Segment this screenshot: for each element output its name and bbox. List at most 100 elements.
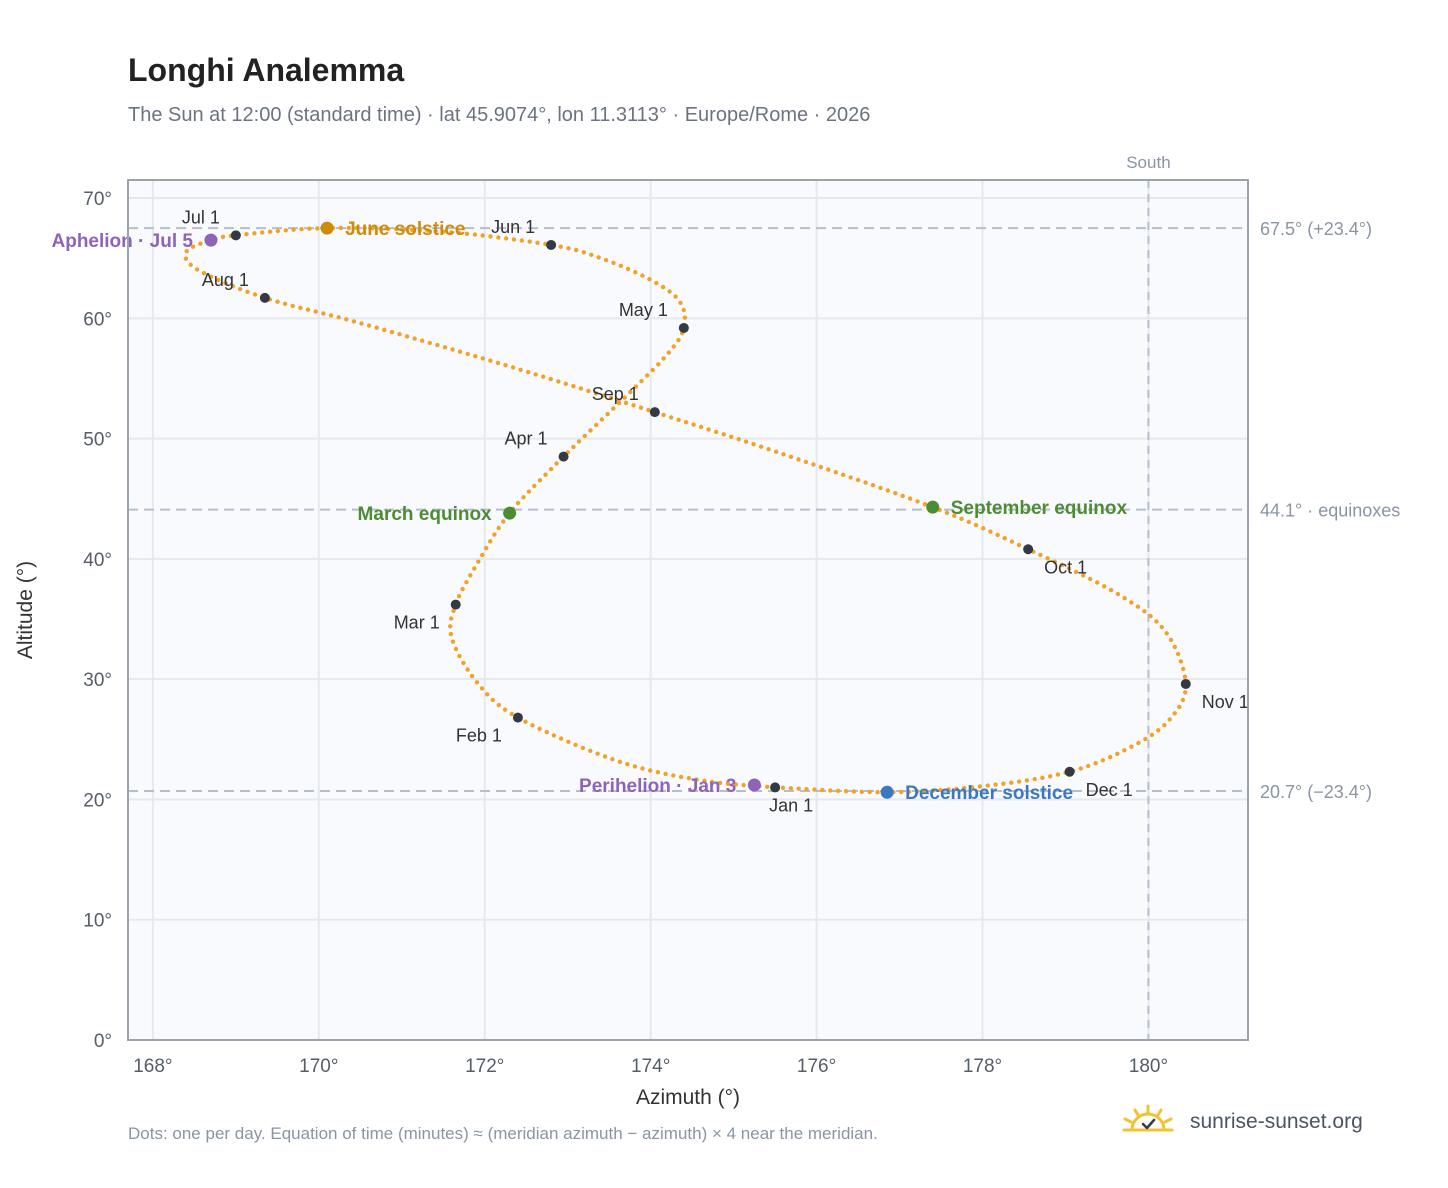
y-axis-label: Altitude (°)	[14, 561, 37, 659]
month-marker	[558, 451, 569, 462]
daily-sun-dot	[710, 779, 715, 785]
daily-sun-dot	[184, 249, 189, 254]
daily-sun-dot	[1154, 619, 1159, 624]
daily-sun-dot	[867, 789, 872, 795]
daily-sun-dot	[875, 790, 880, 795]
daily-sun-dot	[698, 424, 704, 430]
daily-sun-dot	[558, 244, 563, 249]
daily-sun-dot	[457, 653, 462, 659]
daily-sun-dot	[290, 303, 295, 309]
daily-sun-dot	[1052, 559, 1057, 564]
daily-sun-dot	[820, 787, 825, 793]
daily-sun-dot	[571, 444, 576, 450]
daily-sun-dot	[1135, 604, 1141, 609]
daily-sun-dot	[691, 422, 696, 427]
daily-sun-dot	[1167, 717, 1172, 722]
daily-sun-dot	[602, 754, 608, 759]
daily-sun-dot	[1108, 587, 1114, 593]
daily-sun-dot	[826, 467, 831, 472]
daily-sun-dot	[544, 729, 549, 735]
daily-sun-dot	[198, 241, 203, 246]
daily-sun-dot	[370, 226, 375, 231]
daily-sun-dot	[495, 360, 501, 366]
daily-sun-dot	[442, 345, 448, 350]
daily-sun-dot	[725, 781, 731, 786]
daily-sun-dot	[631, 403, 636, 408]
daily-sun-dot	[678, 300, 683, 305]
daily-sun-dot	[503, 363, 508, 368]
daily-sun-dot	[1164, 631, 1169, 636]
daily-sun-dot	[594, 422, 599, 428]
daily-sun-dot	[453, 646, 459, 652]
daily-sun-dot	[541, 374, 546, 379]
daily-sun-dot	[954, 786, 959, 792]
daily-sun-dot	[305, 307, 311, 312]
daily-sun-dot	[275, 228, 281, 234]
daily-sun-dot	[741, 782, 746, 788]
daily-sun-dot	[382, 327, 387, 333]
y-tick-label: 20°	[83, 790, 112, 811]
daily-sun-dot	[1182, 674, 1188, 679]
month-label: Dec 1	[1086, 780, 1133, 800]
x-tick-label: 176°	[797, 1056, 836, 1077]
daily-sun-dot	[660, 284, 666, 290]
daily-sun-dot	[622, 395, 627, 400]
daily-sun-dot	[1102, 584, 1107, 589]
event-marker	[503, 506, 517, 520]
daily-sun-dot	[870, 483, 876, 488]
daily-sun-dot	[818, 464, 824, 470]
daily-sun-dot	[374, 325, 379, 330]
daily-sun-dot	[773, 449, 779, 454]
daily-sun-dot	[667, 289, 672, 294]
daily-sun-dot	[981, 526, 986, 531]
daily-sun-dot	[610, 757, 615, 762]
daily-sun-dot	[474, 680, 480, 685]
daily-sun-dot	[354, 225, 359, 231]
daily-sun-dot	[464, 580, 469, 585]
daily-sun-dot	[683, 420, 689, 425]
daily-sun-dot	[835, 788, 841, 793]
daily-sun-dot	[456, 594, 462, 599]
daily-sun-dot	[535, 240, 540, 245]
daily-sun-dot	[766, 447, 771, 452]
daily-sun-dot	[441, 229, 446, 234]
daily-sun-dot	[1115, 751, 1120, 756]
daily-sun-dot	[336, 315, 341, 320]
daily-sun-dot	[1081, 573, 1086, 578]
daily-sun-dot	[566, 246, 571, 251]
daily-sun-dot	[518, 367, 523, 372]
daily-sun-dot	[678, 774, 684, 780]
event-label: Aphelion · Jul 5	[52, 231, 194, 252]
daily-sun-dot	[220, 234, 226, 239]
month-label: Oct 1	[1044, 557, 1087, 577]
daily-sun-dot	[404, 334, 410, 339]
month-marker	[678, 322, 689, 333]
daily-sun-dot	[469, 673, 475, 679]
event-marker	[320, 221, 334, 235]
daily-sun-dot	[359, 321, 364, 326]
daily-sun-dot	[681, 307, 686, 313]
daily-sun-dot	[796, 457, 801, 462]
daily-sun-dot	[488, 234, 493, 239]
daily-sun-dot	[461, 660, 466, 666]
daily-sun-dot	[472, 566, 477, 571]
daily-sun-dot	[611, 260, 616, 266]
brand[interactable]: sunrise-sunset.org	[1120, 1102, 1363, 1142]
reference-line-label: 67.5° (+23.4°)	[1260, 219, 1372, 239]
daily-sun-dot	[1038, 552, 1043, 558]
daily-sun-dot	[237, 286, 243, 292]
daily-sun-dot	[1016, 779, 1022, 784]
daily-sun-dot	[526, 369, 531, 375]
x-tick-label: 172°	[465, 1056, 504, 1077]
daily-sun-dot	[959, 516, 964, 521]
daily-sun-dot	[313, 309, 318, 314]
daily-sun-dot	[694, 777, 699, 782]
month-label: Jul 1	[182, 207, 220, 227]
daily-sun-dot	[1172, 644, 1178, 650]
chart-subtitle: The Sun at 12:00 (standard time) · lat 4…	[128, 104, 871, 126]
daily-sun-dot	[625, 266, 631, 272]
daily-sun-dot	[496, 702, 501, 708]
event-marker	[747, 778, 761, 792]
daily-sun-dot	[1095, 580, 1100, 585]
daily-sun-dot	[344, 317, 349, 322]
